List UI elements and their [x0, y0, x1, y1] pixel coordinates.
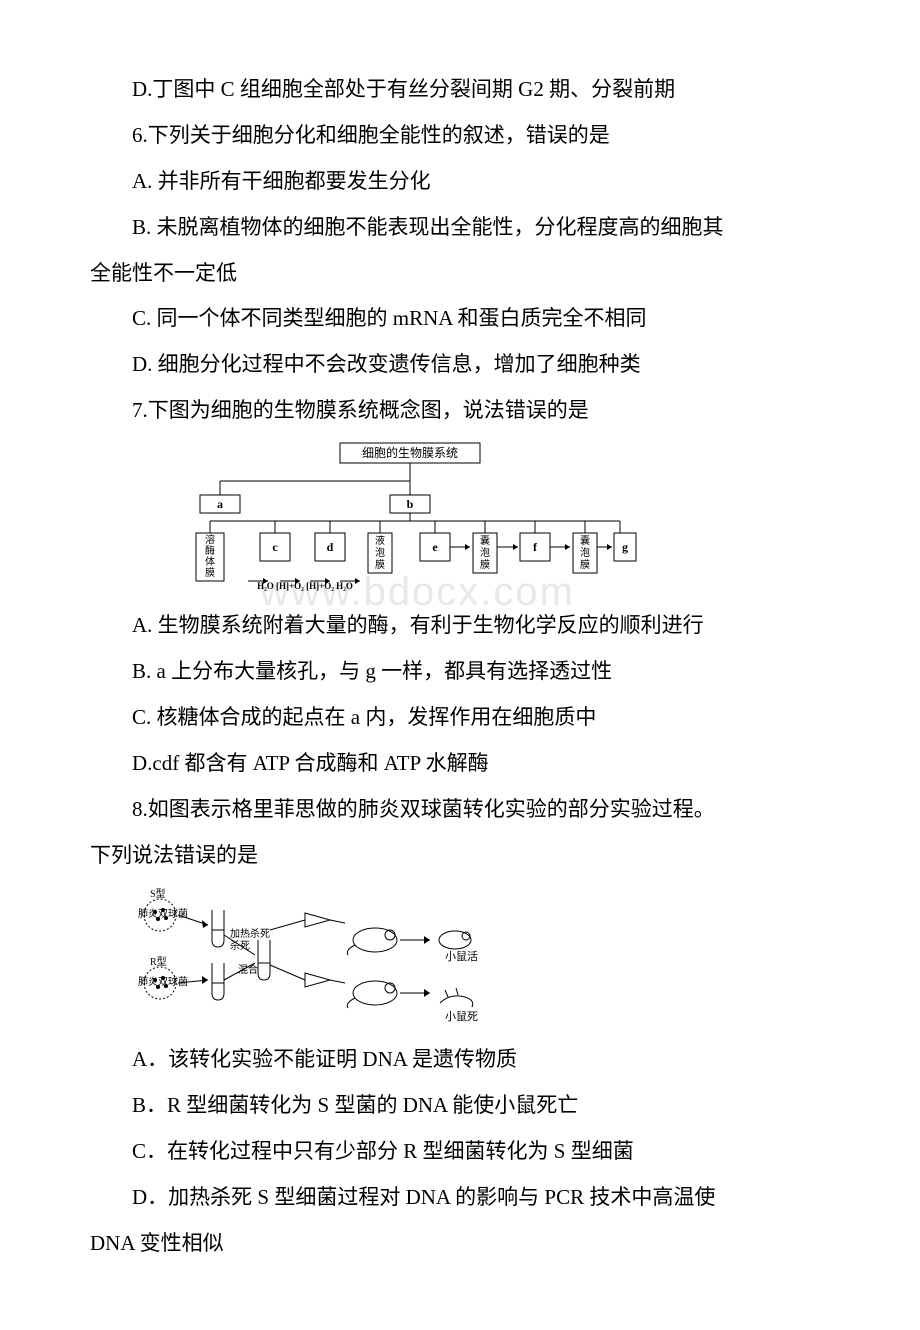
svg-text:b: b: [407, 497, 414, 511]
q8-option-d-line2: DNA 变性相似: [90, 1224, 830, 1264]
q8-option-b: B．R 型细菌转化为 S 型菌的 DNA 能使小鼠死亡: [90, 1086, 830, 1126]
q8-option-a: A．该转化实验不能证明 DNA 是遗传物质: [90, 1040, 830, 1080]
q6-option-b-line2: 全能性不一定低: [90, 254, 830, 294]
question-6: 6.下列关于细胞分化和细胞全能性的叙述，错误的是: [90, 116, 830, 156]
svg-text:g: g: [622, 540, 628, 554]
svg-text:液: 液: [375, 534, 385, 547]
membrane-diagram: 细胞的生物膜系统 a b: [180, 441, 830, 596]
svg-text:e: e: [432, 540, 438, 554]
diagram1-title: 细胞的生物膜系统: [362, 445, 458, 460]
q6-option-a: A. 并非所有干细胞都要发生分化: [90, 162, 830, 202]
question-8-line2: 下列说法错误的是: [90, 836, 830, 876]
svg-text:膜: 膜: [375, 559, 385, 571]
svg-text:体: 体: [205, 556, 215, 568]
svg-text:泡: 泡: [375, 546, 385, 559]
q7-option-d: D.cdf 都含有 ATP 合成酶和 ATP 水解酶: [90, 744, 830, 784]
q6-option-b-line1: B. 未脱离植物体的细胞不能表现出全能性，分化程度高的细胞其: [90, 208, 830, 248]
svg-text:酶: 酶: [205, 544, 215, 557]
q8-option-c: C．在转化过程中只有少部分 R 型细菌转化为 S 型细菌: [90, 1132, 830, 1172]
griffith-diagram: S型 肺炎双球菌 R型 肺炎双球菌 加热杀死 杀死: [130, 885, 830, 1030]
svg-text:R型: R型: [150, 955, 167, 968]
svg-text:囊: 囊: [480, 534, 490, 547]
question-7: 7.下图为细胞的生物膜系统概念图，说法错误的是: [90, 391, 830, 431]
svg-text:囊: 囊: [580, 534, 590, 547]
svg-text:小鼠活: 小鼠活: [445, 949, 478, 963]
svg-text:c: c: [272, 540, 278, 554]
diagram1-lysosome: 溶: [205, 533, 215, 546]
svg-text:膜: 膜: [205, 567, 215, 579]
svg-text:d: d: [327, 540, 334, 554]
svg-text:膜: 膜: [580, 559, 590, 571]
svg-text:a: a: [217, 497, 223, 511]
svg-text:泡: 泡: [580, 546, 590, 559]
option-d-q5: D.丁图中 C 组细胞全部处于有丝分裂间期 G2 期、分裂前期: [90, 70, 830, 110]
svg-text:小鼠死: 小鼠死: [445, 1009, 478, 1023]
svg-text:S型: S型: [150, 887, 166, 900]
q7-option-b: B. a 上分布大量核孔，与 g 一样，都具有选择透过性: [90, 652, 830, 692]
question-8-line1: 8.如图表示格里菲思做的肺炎双球菌转化实验的部分实验过程。: [90, 790, 830, 830]
svg-text:膜: 膜: [480, 559, 490, 571]
q6-option-c: C. 同一个体不同类型细胞的 mRNA 和蛋白质完全不相同: [90, 299, 830, 339]
svg-text:加热杀死: 加热杀死: [230, 927, 270, 940]
svg-text:混合: 混合: [238, 963, 258, 976]
svg-text:H₂O [H]+O₂ [H]+O₂ H₂O: H₂O [H]+O₂ [H]+O₂ H₂O: [257, 581, 353, 591]
svg-text:泡: 泡: [480, 546, 490, 559]
q7-option-c: C. 核糖体合成的起点在 a 内，发挥作用在细胞质中: [90, 698, 830, 738]
q8-option-d-line1: D．加热杀死 S 型细菌过程对 DNA 的影响与 PCR 技术中高温使: [90, 1178, 830, 1218]
q7-option-a: A. 生物膜系统附着大量的酶，有利于生物化学反应的顺利进行: [90, 606, 830, 646]
q6-option-d: D. 细胞分化过程中不会改变遗传信息，增加了细胞种类: [90, 345, 830, 385]
